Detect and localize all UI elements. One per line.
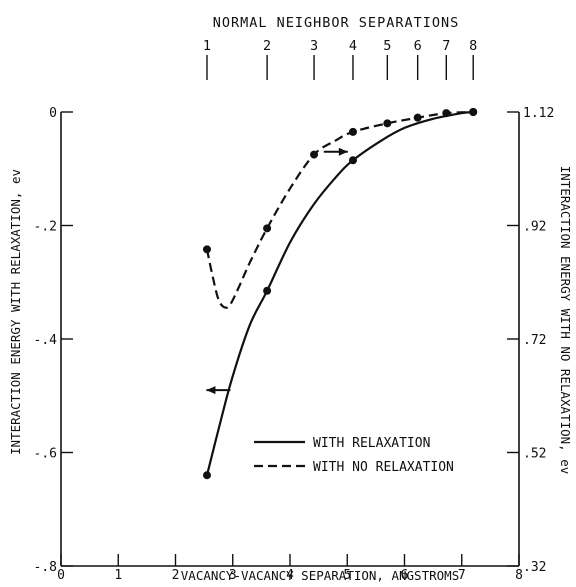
top-tick-label: 8 [469,38,477,54]
y-right-tick-label: 1.12 [523,106,554,121]
top-tick-label: 2 [263,38,271,54]
x-axis-label: VACANCY-VACANCY SEPARATION, ANGSTROMS [181,568,459,583]
y-right-tick-label: .52 [523,447,546,462]
top-tick-label: 3 [310,38,318,54]
y-axis-right: 1.12 .92 .72 .52 .32 [507,106,554,575]
x-tick-label: 4 [286,568,294,583]
data-point [469,108,478,116]
legend-label: WITH RELAXATION [313,436,430,451]
legend: WITH RELAXATION WITH NO RELAXATION [254,436,454,475]
x-tick-label: 0 [57,568,65,583]
top-tick-label: 4 [349,38,357,54]
y-left-tick-label: -.6 [34,447,57,462]
series-with-relaxation [202,108,478,480]
y-left-tick-label: -.8 [34,560,57,575]
legend-label: WITH NO RELAXATION [313,460,454,475]
x-axis: 0 1 2 3 4 5 6 7 8 [57,554,523,583]
axis-arrow-head [338,147,348,156]
data-point [202,471,211,480]
y-left-tick-label: -.2 [34,220,57,235]
data-point [348,156,357,165]
top-tick-label: 5 [383,38,391,54]
series-no-relaxation [202,108,478,309]
y-left-tick-label: -.4 [34,333,58,348]
top-tick-label: 7 [442,38,450,54]
top-tick-label: 1 [203,38,211,54]
x-tick-label: 3 [229,568,237,583]
top-axis: 1 2 3 4 5 6 7 8 [203,38,477,80]
y-right-tick-label: .72 [523,333,546,348]
data-point [310,150,319,159]
data-point [263,224,272,233]
y-right-tick-label: .32 [523,560,546,575]
series-layer [202,108,478,480]
y-axis-left-label: INTERACTION ENERGY WITH RELAXATION, ev [8,169,23,455]
series-line [205,110,474,476]
data-point [442,109,451,118]
data-point [263,286,272,295]
y-axis-left: 0 -.2 -.4 -.6 -.8 [34,106,73,575]
series-line [205,110,474,309]
data-point [383,119,392,128]
data-point [348,127,357,136]
data-point [413,113,422,122]
x-tick-label: 8 [515,568,523,583]
x-tick-label: 5 [343,568,351,583]
y-left-tick-label: 0 [49,106,57,121]
axis-arrow-head [206,386,216,395]
plot-frame [60,112,520,567]
top-axis-title: NORMAL NEIGHBOR SEPARATIONS [213,15,459,31]
x-tick-label: 6 [401,568,409,583]
x-tick-label: 7 [458,568,466,583]
data-point [202,245,211,254]
top-tick-label: 6 [414,38,422,54]
y-axis-right-label: INTERACTION ENERGY WITH NO RELAXATION, e… [558,166,573,475]
x-tick-label: 1 [114,568,122,583]
x-tick-label: 2 [172,568,180,583]
y-right-tick-label: .92 [523,220,546,235]
